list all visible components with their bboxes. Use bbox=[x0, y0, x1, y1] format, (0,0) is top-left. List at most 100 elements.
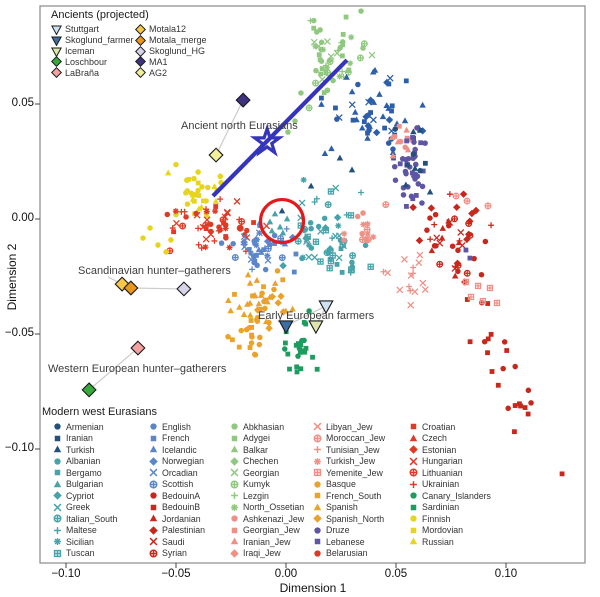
legend-item-Greek: Greek bbox=[52, 502, 148, 514]
circleplus-marker-icon bbox=[53, 514, 62, 523]
legend-item-Orcadian: Orcadian bbox=[148, 467, 229, 479]
cluster-jewish-salmon-mid bbox=[341, 201, 390, 244]
ancient-Stuttgart bbox=[318, 300, 334, 315]
diamond-marker-icon bbox=[51, 67, 62, 79]
legend-item-label: Jordanian bbox=[162, 513, 201, 524]
triangle-marker-icon bbox=[313, 503, 322, 510]
ancient-Loschbour bbox=[81, 382, 97, 398]
cluster-sardinian-seagreen bbox=[282, 320, 320, 372]
plus-marker-icon bbox=[231, 492, 238, 500]
x-tick-label: 0.00 bbox=[274, 568, 298, 580]
legend-item-label: MA1 bbox=[149, 56, 168, 67]
square-marker-icon bbox=[231, 527, 238, 533]
legend-item-label: Sicilian bbox=[66, 536, 94, 547]
legend-item-label: Scottish bbox=[162, 479, 194, 490]
cluster-teal-italian bbox=[317, 237, 374, 275]
legend-item-label: Russian bbox=[422, 536, 454, 547]
legend-item-label: Spanish bbox=[326, 502, 358, 513]
legend-item-Moroccan_Jew: Moroccan_Jew bbox=[312, 433, 408, 445]
legend-item-BedouinA: BedouinA bbox=[148, 490, 229, 502]
legend-item-Belarusian: Belarusian bbox=[312, 548, 408, 560]
triangle-marker-icon bbox=[53, 445, 62, 453]
legend-item-Estonian: Estonian bbox=[408, 444, 508, 456]
ancient-north-eurasian-cline-line bbox=[211, 58, 349, 198]
square-marker-icon bbox=[231, 435, 238, 441]
legend-item-Tunisian_Jew: Tunisian_Jew bbox=[312, 444, 408, 456]
legend-item-MA1: MA1 bbox=[135, 56, 207, 68]
legend-item-Motala12: Motala12 bbox=[135, 23, 207, 35]
legend-item-label: AG2 bbox=[149, 67, 168, 78]
legend-item-label: Chechen bbox=[243, 456, 279, 467]
triangledown-marker-icon bbox=[51, 47, 62, 57]
legend-item-North_Ossetian: North_Ossetian bbox=[229, 502, 312, 514]
extra-points-lightgreen bbox=[285, 8, 376, 135]
y-axis-title: Dimension 2 bbox=[5, 243, 19, 311]
circleplus-marker-icon bbox=[149, 480, 158, 489]
diamond-marker-icon bbox=[135, 34, 146, 46]
legend-item-label: Tunisian_Jew bbox=[326, 444, 380, 455]
legend-item-Maltese: Maltese bbox=[52, 525, 148, 537]
squareplus-marker-icon bbox=[53, 549, 62, 557]
diamond-marker-icon bbox=[230, 548, 239, 558]
legend-item-label: Moroccan_Jew bbox=[326, 433, 386, 444]
plus-marker-icon bbox=[410, 480, 417, 488]
diamond-marker-icon bbox=[135, 45, 146, 57]
legend-item-label: Spanish_North bbox=[326, 513, 385, 524]
callout-lines bbox=[88, 99, 327, 391]
legend-item-Georgian_Jew: Georgian_Jew bbox=[229, 525, 312, 537]
legend-item-label: Motala_merge bbox=[149, 35, 207, 46]
asterisk-marker-icon bbox=[231, 503, 238, 511]
scatter-points bbox=[140, 8, 565, 477]
y-tick-label: 0.05 bbox=[11, 97, 34, 109]
diamond-marker-icon bbox=[409, 445, 418, 455]
legend-item-AG2: AG2 bbox=[135, 67, 207, 79]
legend-item-Motala_merge: Motala_merge bbox=[135, 34, 207, 46]
asterisk-marker-icon bbox=[314, 457, 321, 465]
legend-item-label: Libyan_Jew bbox=[326, 421, 373, 432]
legend-item-Spanish_North: Spanish_North bbox=[312, 513, 408, 525]
legend-item-label: Sardinian bbox=[422, 502, 460, 513]
legend-item-Lebanese: Lebanese bbox=[312, 536, 408, 548]
plus-marker-icon bbox=[54, 526, 61, 534]
legend-item-label: Loschbour bbox=[65, 56, 108, 67]
plus-marker-icon bbox=[314, 446, 321, 454]
legend-item-label: Skoglund_farmer bbox=[65, 35, 134, 46]
legend-item-Saudi: Saudi bbox=[148, 536, 229, 548]
legend-item-label: Maltese bbox=[66, 525, 97, 536]
legend-item-Skoglund_farmer: Skoglund_farmer bbox=[51, 35, 135, 46]
legend-item-Skoglund_HG: Skoglund_HG bbox=[135, 45, 207, 57]
legend-item-label: Estonian bbox=[422, 444, 457, 455]
circle-marker-icon bbox=[410, 515, 417, 522]
legend-item-French: French bbox=[148, 433, 229, 445]
legend-item-label: Czech bbox=[422, 433, 447, 444]
legend-item-Scottish: Scottish bbox=[148, 479, 229, 491]
circle-marker-icon bbox=[231, 515, 238, 522]
legend-item-Palestinian: Palestinian bbox=[148, 525, 229, 537]
legend-item-label: Basque bbox=[326, 479, 356, 490]
legend-item-Bulgarian: Bulgarian bbox=[52, 479, 148, 491]
legend-item-label: Lebanese bbox=[326, 536, 365, 547]
legend-item-Cypriot: Cypriot bbox=[52, 490, 148, 502]
legend-item-label: Georgian_Jew bbox=[243, 525, 300, 536]
cluster-salmon-upper bbox=[388, 123, 414, 151]
x-marker-icon bbox=[230, 468, 239, 477]
legend-item-Iranian_Jew: Iranian_Jew bbox=[229, 536, 312, 548]
legend-item-Syrian: Syrian bbox=[148, 548, 229, 560]
legend-item-Chechen: Chechen bbox=[229, 456, 312, 468]
ancient-Skoglund_farmer bbox=[278, 320, 294, 335]
cluster-iberian-orange bbox=[225, 268, 296, 332]
legend-item-Russian: Russian bbox=[408, 536, 508, 548]
annotation-ancient-north-eurasians: Ancient north Eurasians bbox=[181, 120, 298, 132]
circleplus-marker-icon bbox=[409, 468, 418, 477]
cluster-near-east-red bbox=[409, 190, 495, 286]
diamond-marker-icon bbox=[135, 67, 146, 79]
circle-marker-icon bbox=[150, 423, 157, 430]
legend-item-label: Abkhasian bbox=[243, 421, 285, 432]
legend-item-Iranian: Iranian bbox=[52, 433, 148, 445]
circle-marker-icon bbox=[231, 423, 238, 430]
legend-item-Loschbour: Loschbour bbox=[51, 56, 135, 68]
ancient-LaBraña bbox=[130, 340, 146, 356]
diamond-marker-icon bbox=[149, 456, 158, 466]
legend-item-label: Finnish bbox=[422, 513, 451, 524]
diamond-marker-icon bbox=[135, 23, 146, 35]
